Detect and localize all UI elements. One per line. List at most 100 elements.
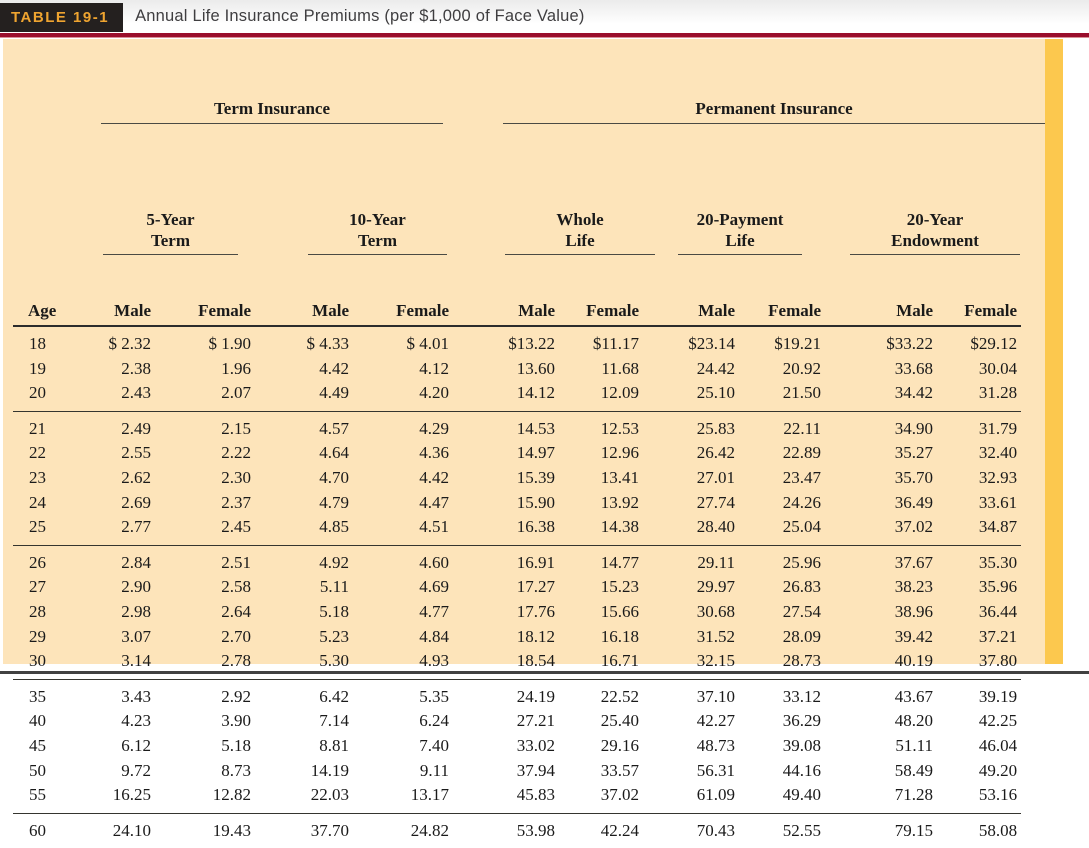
table-row: 19 2.38 1.96 4.42 4.12 13.60 11.68 24.42 20.92 33… (13, 357, 1021, 382)
premium-cell: 22.89 (782, 443, 822, 463)
table-row: 30 3.14 2.78 5.30 4.93 18.54 16.71 32.15 28.73 40… (13, 649, 1021, 679)
premium-cell: 6.24 (419, 711, 450, 731)
premium-cell: 31.52 (696, 626, 736, 646)
premium-cell: 25.83 (696, 418, 736, 438)
premium-cell: 58.08 (978, 820, 1018, 840)
premium-cell: 32.40 (978, 443, 1018, 463)
premium-cell: 26.42 (696, 443, 736, 463)
premium-cell: $ 4.01 (406, 334, 450, 353)
subheader-label: 5-Year (146, 210, 195, 229)
premium-cell: 42.24 (600, 820, 640, 840)
premium-cell: 5.11 (319, 577, 349, 597)
premium-cell: 4.64 (319, 443, 349, 463)
premium-cell: 37.80 (978, 651, 1018, 671)
premium-cell: 46.04 (978, 735, 1018, 755)
premium-cell: 4.51 (419, 517, 450, 537)
premium-cell: 4.49 (319, 383, 349, 403)
premium-cell: 35.96 (978, 577, 1018, 597)
table-row: 26 2.84 2.51 4.92 4.60 16.91 14.77 29.11 25.96 37… (13, 545, 1021, 575)
age-cell: 25 (29, 517, 46, 537)
premium-cell: 24.19 (516, 686, 556, 706)
premium-cell: 61.09 (696, 785, 736, 805)
premium-cell: 16.25 (112, 785, 151, 805)
subheader-label: 20-Year (906, 210, 964, 229)
premium-cell: 7.40 (419, 735, 450, 755)
subheader-5-year-term: 5-Year Term (55, 164, 255, 295)
column-header-female: Female (739, 295, 826, 327)
term-insurance-label: Term Insurance (101, 91, 444, 124)
premium-cell: 35.70 (894, 467, 934, 487)
premium-cell: 24.10 (112, 820, 151, 840)
premium-cell: 36.44 (978, 601, 1018, 621)
age-cell: 45 (29, 735, 46, 755)
premium-cell: 2.22 (221, 443, 251, 463)
premium-cell: 43.67 (894, 686, 934, 706)
premium-cell: 6.12 (121, 735, 151, 755)
premium-cell: 18.12 (516, 626, 556, 646)
premium-cell: 4.42 (319, 358, 349, 378)
premium-cell: 37.21 (978, 626, 1018, 646)
row-group: 35 3.43 2.92 6.42 5.35 24.19 22.52 37.10 33.12 43… (13, 679, 1022, 813)
premium-cell: 9.11 (419, 760, 450, 780)
premium-cell: 39.19 (978, 686, 1018, 706)
premium-cell: 45.83 (516, 785, 556, 805)
premium-cell: 23.47 (782, 467, 822, 487)
table-row: 21 2.49 2.15 4.57 4.29 14.53 12.53 25.83 22.11 34… (13, 411, 1021, 441)
age-cell: 50 (29, 760, 46, 780)
premium-cell: 32.93 (978, 467, 1018, 487)
premium-cell: 2.64 (221, 601, 251, 621)
premium-cell: 25.04 (782, 517, 822, 537)
premium-cell: 38.23 (894, 577, 934, 597)
subheader-label: Whole (556, 210, 604, 229)
premium-cell: 70.43 (696, 820, 736, 840)
premium-cell: 3.07 (121, 626, 151, 646)
premium-cell: $ 4.33 (306, 334, 350, 353)
premium-cell: 30.04 (978, 358, 1018, 378)
premium-cell: 28.09 (782, 626, 822, 646)
subheader-20-year-endowment: 20-Year Endowment (825, 164, 1021, 295)
premium-cell: 53.98 (516, 820, 556, 840)
premium-cell: 22.03 (310, 785, 349, 805)
premium-cell: 30.68 (696, 601, 736, 621)
premium-cell: 2.37 (221, 492, 251, 512)
premium-cell: 2.77 (121, 517, 151, 537)
premium-cell: 58.49 (894, 760, 934, 780)
premium-cell: 48.73 (696, 735, 736, 755)
premium-cell: 4.84 (419, 626, 450, 646)
row-group: 21 2.49 2.15 4.57 4.29 14.53 12.53 25.83 22.11 34… (13, 411, 1022, 545)
premium-cell: 12.82 (212, 785, 251, 805)
gold-edge-bar (1045, 39, 1063, 664)
column-header-female: Female (155, 295, 255, 327)
premium-cell: 2.15 (221, 418, 251, 438)
table-row: 60 24.10 19.43 37.70 24.82 53.98 42.24 70.43 52.… (13, 813, 1021, 848)
premium-cell: 4.85 (319, 517, 349, 537)
premium-cell: 2.69 (121, 492, 151, 512)
table-row: 45 6.12 5.18 8.81 7.40 33.02 29.16 48.73 39.08 51… (13, 734, 1021, 759)
premium-cell: 28.40 (696, 517, 736, 537)
premium-cell: 5.23 (319, 626, 349, 646)
premium-cell: 4.42 (419, 467, 450, 487)
premium-cell: 2.51 (221, 552, 251, 572)
premium-cell: 15.66 (600, 601, 640, 621)
table-row: 24 2.69 2.37 4.79 4.47 15.90 13.92 27.74 24.26 36… (13, 491, 1021, 516)
premium-cell: 37.02 (600, 785, 640, 805)
premium-cell: 29.97 (696, 577, 736, 597)
premium-cell: 4.57 (319, 418, 349, 438)
premium-cell: $29.12 (970, 334, 1018, 353)
premium-cell: 2.30 (221, 467, 251, 487)
premium-cell: 24.82 (410, 820, 450, 840)
table-row: 40 4.23 3.90 7.14 6.24 27.21 25.40 42.27 36.29 48… (13, 709, 1021, 734)
premium-cell: 31.28 (978, 383, 1018, 403)
premium-cell: 12.96 (600, 443, 640, 463)
premium-cell: 27.74 (696, 492, 736, 512)
premium-cell: 53.16 (978, 785, 1018, 805)
premium-cell: 4.70 (319, 467, 349, 487)
table-head: Term Insurance Permanent Insurance 5-Yea… (13, 51, 1046, 327)
premium-cell: 4.20 (419, 383, 450, 403)
premium-cell: $11.17 (592, 334, 640, 353)
subheader-whole-life: Whole Life (453, 164, 656, 295)
title-divider-rule (0, 33, 1089, 38)
spacer-cell (13, 164, 55, 295)
premium-cell: 14.19 (310, 760, 349, 780)
premium-cell: 29.16 (600, 735, 640, 755)
